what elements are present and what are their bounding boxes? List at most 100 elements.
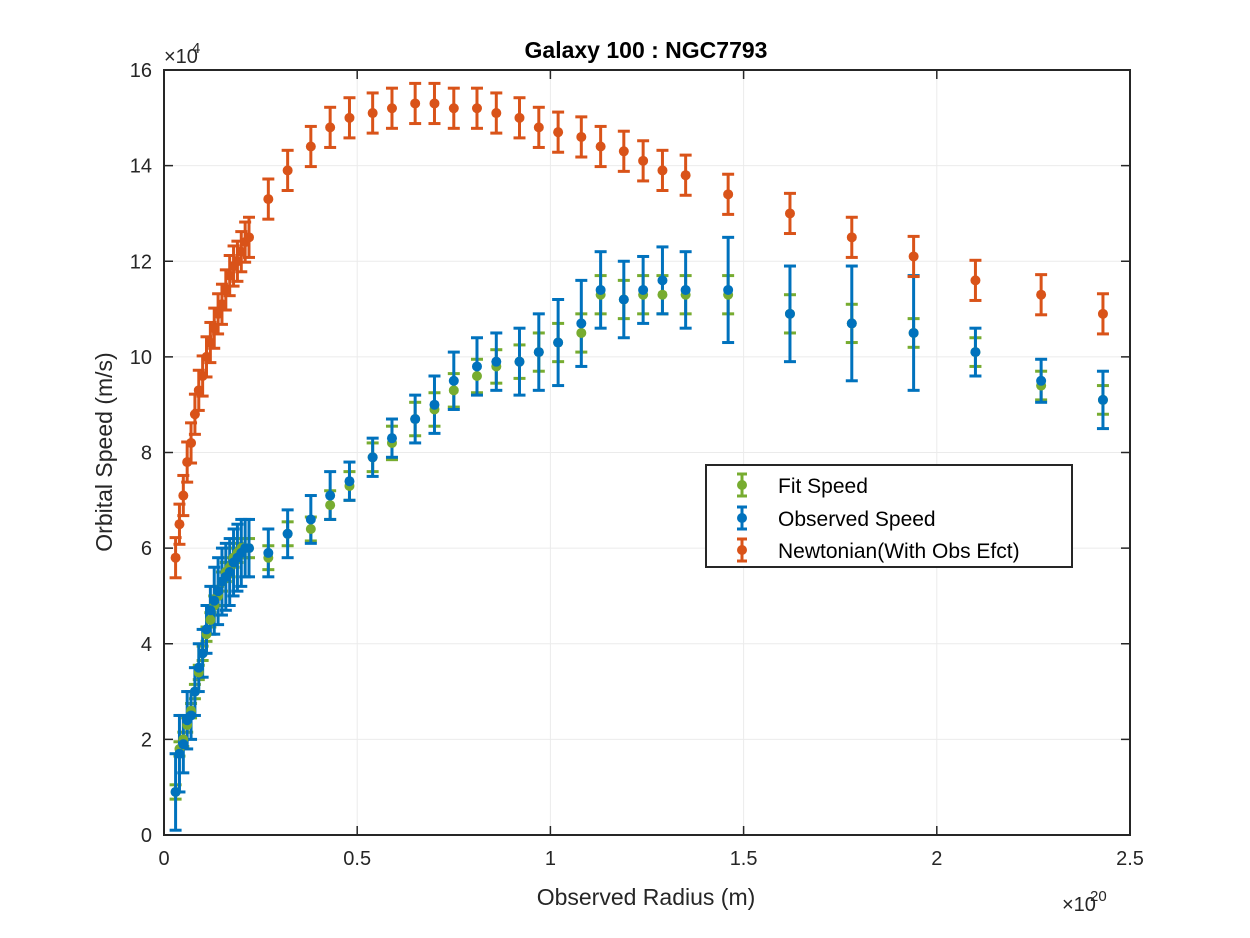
y-tick-label: 4 (141, 634, 152, 656)
data-point-newtonian-with-obs-efct (220, 284, 231, 295)
legend-item-newtonian: Newtonian(With Obs Efct) (737, 537, 1020, 563)
data-point-observed-speed (514, 356, 525, 367)
x-exponent-base: ×10 (1062, 894, 1096, 916)
data-point-observed-speed (193, 662, 204, 673)
y-axis-label: Orbital Speed (m/s) (91, 352, 117, 551)
data-point-newtonian-with-obs-efct (514, 112, 525, 123)
data-point-newtonian-with-obs-efct (533, 122, 544, 133)
data-point-newtonian-with-obs-efct (186, 437, 197, 448)
data-point-newtonian-with-obs-efct (263, 194, 274, 205)
x-tick-label: 1.5 (730, 848, 758, 870)
data-point-newtonian-with-obs-efct (189, 409, 200, 420)
legend-label-fit-speed: Fit Speed (778, 475, 868, 498)
data-point-observed-speed (657, 275, 668, 286)
data-point-observed-speed (576, 318, 587, 329)
data-point-newtonian-with-obs-efct (970, 275, 981, 286)
data-point-newtonian-with-obs-efct (576, 131, 587, 142)
legend-label-newtonian: Newtonian(With Obs Efct) (778, 540, 1020, 563)
legend: Fit Speed Observed Speed Newtonian(With … (705, 464, 1073, 568)
data-point-newtonian-with-obs-efct (367, 108, 378, 119)
data-point-observed-speed (205, 605, 216, 616)
data-point-newtonian-with-obs-efct (244, 232, 255, 243)
data-point-fit-speed (576, 327, 587, 338)
axis-ticks (163, 69, 1131, 836)
data-point-fit-speed (305, 524, 316, 534)
y-exponent-base: ×10 (164, 46, 198, 68)
x-tick-label: 1 (545, 848, 556, 870)
data-point-observed-speed (908, 327, 919, 338)
series-newtonian-with-obs-efct (170, 98, 1108, 563)
y-tick-label: 14 (130, 156, 152, 178)
data-point-newtonian-with-obs-efct (205, 337, 216, 348)
data-point-newtonian-with-obs-efct (193, 385, 204, 396)
data-point-newtonian-with-obs-efct (213, 308, 224, 319)
data-point-newtonian-with-obs-efct (170, 552, 181, 563)
data-point-observed-speed (282, 528, 293, 539)
data-point-observed-speed (638, 284, 649, 295)
data-point-newtonian-with-obs-efct (491, 108, 502, 119)
data-point-observed-speed (201, 624, 212, 635)
data-point-fit-speed (471, 371, 482, 381)
legend-label-observed-speed: Observed Speed (778, 508, 936, 531)
data-point-observed-speed (618, 294, 629, 305)
data-point-newtonian-with-obs-efct (282, 165, 293, 176)
series-observed-speed (170, 275, 1108, 797)
data-point-newtonian-with-obs-efct (216, 299, 227, 310)
y-tick-label: 10 (130, 347, 152, 369)
data-point-newtonian-with-obs-efct (908, 251, 919, 262)
x-axis-label: Observed Radius (m) (537, 884, 756, 910)
data-points (170, 98, 1108, 797)
x-axis-exponent: ×10 20 (1062, 888, 1107, 916)
data-point-newtonian-with-obs-efct (305, 141, 316, 152)
x-tick-label: 0 (158, 848, 169, 870)
grid (164, 70, 1130, 835)
data-point-observed-speed (386, 433, 397, 444)
data-point-observed-speed (553, 337, 564, 348)
legend-item-fit-speed: Fit Speed (737, 472, 868, 498)
data-point-newtonian-with-obs-efct (178, 490, 189, 501)
data-point-observed-speed (1036, 375, 1047, 386)
data-point-fit-speed (325, 500, 336, 511)
data-point-newtonian-with-obs-efct (846, 232, 857, 243)
data-point-observed-speed (213, 586, 224, 597)
data-point-observed-speed (846, 318, 857, 329)
data-point-newtonian-with-obs-efct (448, 103, 459, 114)
data-point-observed-speed (471, 361, 482, 372)
tick-labels: 0 0.5 1 1.5 2 2.5 0 2 4 6 8 10 12 14 16 (130, 60, 1144, 870)
legend-box (705, 464, 1073, 568)
data-point-observed-speed (448, 375, 459, 386)
data-point-newtonian-with-obs-efct (344, 112, 355, 123)
x-tick-label: 2.5 (1116, 848, 1144, 870)
data-point-newtonian-with-obs-efct (386, 103, 397, 114)
data-point-observed-speed (224, 567, 235, 578)
chart-title: Galaxy 100 : NGC7793 (525, 37, 768, 63)
data-point-newtonian-with-obs-efct (197, 371, 208, 381)
data-point-newtonian-with-obs-efct (232, 256, 243, 267)
data-point-observed-speed (170, 786, 181, 797)
data-point-observed-speed (189, 686, 200, 697)
data-point-newtonian-with-obs-efct (784, 208, 795, 219)
data-point-newtonian-with-obs-efct (209, 323, 220, 334)
data-point-newtonian-with-obs-efct (1036, 289, 1047, 300)
data-point-newtonian-with-obs-efct (429, 98, 440, 109)
data-point-newtonian-with-obs-efct (680, 170, 691, 181)
data-point-observed-speed (178, 739, 189, 750)
y-tick-label: 8 (141, 443, 152, 465)
data-point-newtonian-with-obs-efct (471, 103, 482, 114)
data-point-observed-speed (305, 514, 316, 525)
x-tick-label: 2 (931, 848, 942, 870)
data-point-fit-speed (657, 289, 668, 300)
data-point-observed-speed (970, 347, 981, 358)
data-point-observed-speed (1097, 394, 1108, 405)
data-point-observed-speed (344, 476, 355, 487)
y-tick-label: 16 (130, 60, 152, 82)
data-point-observed-speed (186, 710, 197, 721)
data-point-newtonian-with-obs-efct (201, 351, 212, 362)
data-point-newtonian-with-obs-efct (618, 146, 629, 157)
data-point-observed-speed (410, 414, 421, 425)
data-point-newtonian-with-obs-efct (723, 189, 734, 200)
data-point-observed-speed (784, 308, 795, 319)
y-tick-label: 6 (141, 538, 152, 560)
data-point-observed-speed (491, 356, 502, 367)
